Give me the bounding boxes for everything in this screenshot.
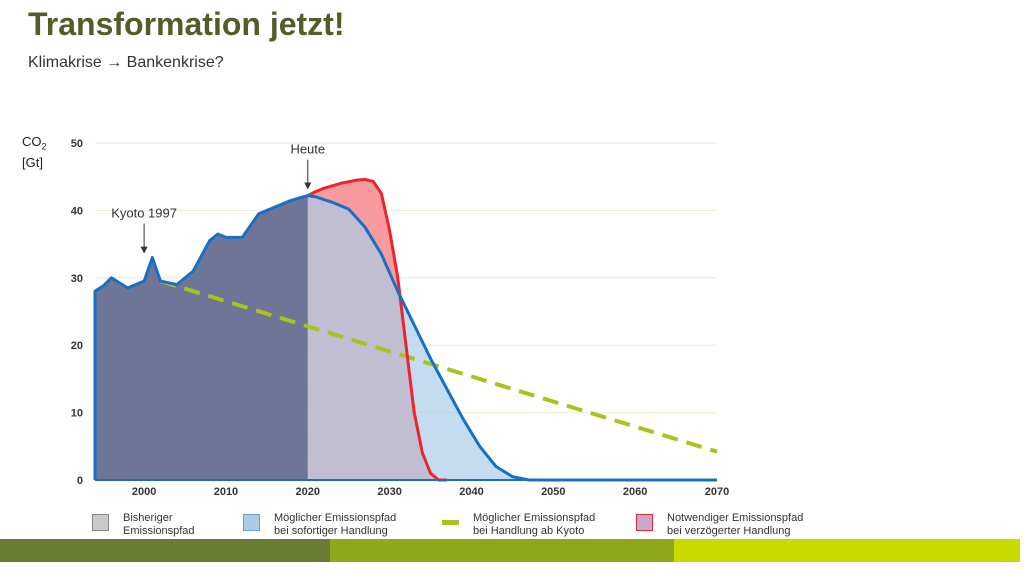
- footer-bar-3: [674, 539, 1020, 562]
- y-tick-label: 40: [71, 205, 83, 217]
- legend-item: Möglicher Emissionspfad bei sofortiger Ha…: [243, 512, 396, 538]
- x-tick-label: 2010: [214, 486, 238, 498]
- footer-bar-2: [330, 539, 674, 562]
- legend-item: Möglicher Emissionspfad bei Handlung ab K…: [442, 512, 595, 538]
- legend-label-line: bei sofortiger Handlung: [274, 525, 388, 537]
- legend-label: Bisheriger Emissionspfad: [123, 512, 195, 538]
- legend-item: Notwendiger Emissionspfad bei verzögerter…: [636, 512, 803, 538]
- y-tick-label: 10: [71, 408, 83, 420]
- y-tick-label: 20: [71, 340, 83, 352]
- y-axis-label-co: CO: [22, 134, 42, 149]
- legend-swatch: [442, 520, 459, 525]
- annotation-label: Heute: [290, 142, 325, 157]
- y-axis-label: CO2 [Gt]: [22, 134, 47, 170]
- legend-label-line: Möglicher Emissionspfad: [473, 512, 596, 524]
- annotation-label: Kyoto 1997: [111, 206, 177, 221]
- y-axis-label-sub: 2: [41, 141, 47, 152]
- x-tick-label: 2030: [377, 486, 401, 498]
- y-axis-label-unit: [Gt]: [22, 154, 43, 170]
- legend-label: Möglicher Emissionspfad bei sofortiger Ha…: [274, 512, 396, 538]
- line-delayed-path: [307, 177, 447, 482]
- line-historical-path: [93, 194, 309, 480]
- legend-label-line: bei verzögerter Handlung: [667, 525, 791, 537]
- x-tick-label: 2040: [459, 486, 483, 498]
- legend-label-line: Bisheriger: [123, 512, 173, 524]
- slide-title: Transformation jetzt!: [28, 6, 345, 42]
- line-kyoto-path: [159, 279, 718, 454]
- y-tick-label: 50: [71, 138, 83, 150]
- line-immediate-path: [307, 194, 717, 482]
- x-tick-label: 2050: [541, 486, 565, 498]
- legend-label-line: Emissionspfad: [123, 525, 195, 537]
- legend-swatch: [636, 514, 653, 531]
- legend-label-line: Notwendiger Emissionspfad: [667, 512, 804, 524]
- legend-label: Notwendiger Emissionspfad bei verzögerter…: [667, 512, 803, 538]
- annotation-arrow-head: [140, 246, 148, 254]
- x-tick-label: 2020: [296, 486, 320, 498]
- area-historical: [95, 195, 308, 480]
- legend-label: Möglicher Emissionspfad bei Handlung ab K…: [473, 512, 595, 538]
- x-tick-label: 2070: [705, 486, 729, 498]
- legend-item: Bisheriger Emissionspfad: [92, 512, 195, 538]
- legend-label-line: bei Handlung ab Kyoto: [473, 525, 585, 537]
- footer-bar-1: [0, 539, 330, 562]
- slide-subtitle: Klimakrise → Bankenkrise?: [28, 54, 224, 71]
- y-tick-label: 0: [77, 475, 83, 487]
- area-immediate: [307, 195, 717, 480]
- annotation-arrow-head: [304, 182, 312, 190]
- legend-label-line: Möglicher Emissionspfad: [274, 512, 397, 524]
- legend-swatch: [92, 514, 109, 531]
- x-tick-label: 2000: [132, 486, 156, 498]
- legend-swatch: [243, 514, 260, 531]
- y-tick-label: 30: [71, 273, 83, 285]
- x-tick-label: 2060: [623, 486, 647, 498]
